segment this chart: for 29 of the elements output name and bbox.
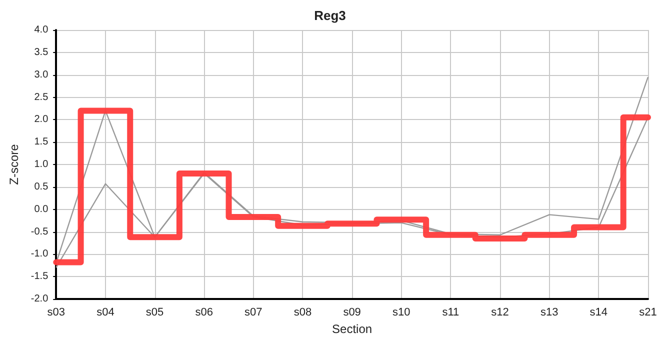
x-tick-label: s05: [146, 306, 164, 318]
x-tick-label: s04: [96, 306, 114, 318]
x-tick-label: s03: [47, 306, 66, 318]
x-tick-label: s14: [590, 306, 608, 318]
y-tick-label: 3.0: [34, 69, 49, 80]
y-tick-label: 2.5: [34, 92, 49, 103]
x-tick-label: s10: [392, 306, 410, 318]
x-tick-label: s09: [343, 306, 361, 318]
x-axis-title: Section: [332, 322, 372, 336]
chart-title: Reg3: [314, 8, 346, 23]
y-tick-label: 2.0: [34, 114, 49, 126]
y-tick-label: 3.5: [34, 46, 49, 58]
x-tick-label: s08: [294, 306, 312, 318]
y-tick-label: -1.0: [30, 248, 49, 260]
y-tick-label: 0.0: [34, 204, 49, 215]
x-tick-label: s06: [195, 306, 213, 318]
x-tick-label: s11: [442, 306, 460, 318]
y-tick-label: -1.5: [30, 271, 49, 282]
y-tick-label: -0.5: [30, 226, 49, 238]
y-tick-label: 0.5: [34, 181, 49, 192]
x-tick-label: s12: [491, 306, 509, 318]
y-tick-label: -2.0: [30, 294, 49, 304]
y-tick-label: 1.0: [34, 159, 49, 170]
y-tick-label: 1.5: [34, 136, 49, 148]
y-axis-title: Z-score: [7, 144, 21, 185]
y-tick-label: 4.0: [34, 24, 49, 36]
x-tick-label: s07: [244, 306, 262, 318]
x-tick-label: s13: [540, 306, 558, 318]
x-tick-label: s21: [639, 306, 657, 318]
